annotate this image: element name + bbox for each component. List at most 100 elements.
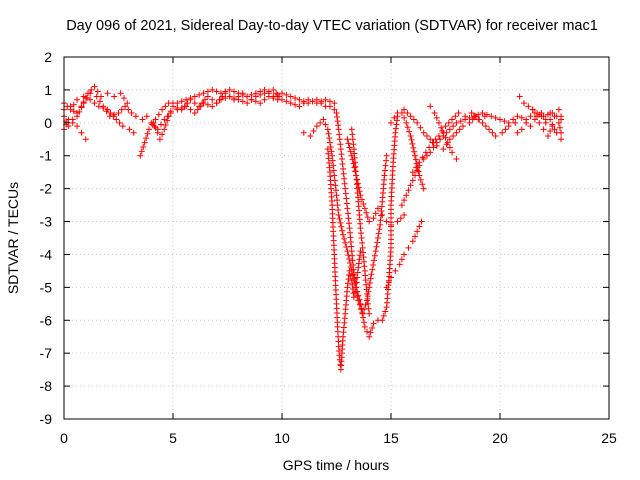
data-point [335, 122, 342, 129]
data-point [326, 135, 333, 142]
data-point [456, 126, 463, 133]
data-point [130, 129, 137, 136]
data-point [364, 295, 371, 302]
data-point [331, 100, 338, 107]
data-point [248, 96, 255, 103]
data-point [374, 239, 381, 246]
data-point [415, 168, 422, 175]
data-point [512, 119, 519, 126]
x-tick-label: 15 [383, 430, 399, 446]
data-point [283, 91, 290, 98]
data-point [156, 136, 163, 143]
data-point [394, 109, 401, 116]
data-point [486, 126, 493, 133]
data-point [416, 159, 423, 166]
data-point [143, 135, 150, 142]
data-point [401, 114, 408, 121]
data-point [423, 152, 430, 159]
data-point [244, 93, 251, 100]
data-point [184, 100, 191, 107]
data-point [398, 202, 405, 209]
data-point [366, 279, 373, 286]
data-point [375, 230, 382, 237]
data-point [110, 113, 117, 120]
data-point [187, 106, 194, 113]
data-point [331, 172, 338, 179]
data-point [466, 119, 473, 126]
data-point [336, 131, 343, 138]
data-point [244, 100, 251, 107]
data-point [124, 100, 131, 107]
data-point [98, 93, 105, 100]
data-point [91, 83, 98, 90]
data-point [196, 91, 203, 98]
data-point [370, 257, 377, 264]
data-point [204, 101, 211, 108]
data-point [317, 119, 324, 126]
data-point [449, 116, 456, 123]
data-point [457, 118, 464, 125]
data-point [518, 126, 525, 133]
data-point [74, 96, 81, 103]
data-point [414, 119, 421, 126]
data-point [80, 98, 87, 105]
data-point [403, 119, 410, 126]
data-point [213, 88, 220, 95]
data-point [502, 126, 509, 133]
data-point [226, 86, 233, 93]
data-point [407, 113, 414, 120]
data-point [376, 226, 383, 233]
data-point [468, 109, 475, 116]
data-point [287, 100, 294, 107]
data-point [427, 103, 434, 110]
data-point [433, 114, 440, 121]
data-point [296, 103, 303, 110]
data-point [88, 86, 95, 93]
data-point [374, 205, 381, 212]
data-point [344, 210, 351, 217]
data-point [356, 256, 363, 263]
data-point [350, 271, 357, 278]
data-point [70, 108, 77, 115]
data-point [365, 305, 372, 312]
data-point [261, 96, 268, 103]
data-point [544, 132, 551, 139]
data-point [132, 113, 139, 120]
data-point [409, 177, 416, 184]
data-point [367, 329, 374, 336]
data-point [453, 119, 460, 126]
y-tick-label: 0 [44, 115, 52, 131]
data-point [475, 116, 482, 123]
data-point [382, 162, 389, 169]
data-point [394, 218, 401, 225]
data-point [450, 132, 457, 139]
data-point [444, 139, 451, 146]
data-point [196, 103, 203, 110]
data-point [408, 136, 415, 143]
data-point [401, 211, 408, 218]
data-point [438, 124, 445, 131]
data-point [231, 88, 238, 95]
y-tick-label: 2 [44, 49, 52, 65]
data-point [322, 121, 329, 128]
data-point [556, 124, 563, 131]
data-point [96, 98, 103, 105]
data-point [181, 103, 188, 110]
data-point [431, 109, 438, 116]
data-point [296, 96, 303, 103]
data-point [219, 93, 226, 100]
data-point [366, 333, 373, 340]
y-tick-label: -9 [40, 411, 53, 427]
data-point [82, 136, 89, 143]
data-point [161, 126, 168, 133]
data-point [429, 139, 436, 146]
data-point [74, 123, 81, 130]
data-point [83, 95, 90, 102]
data-point [270, 86, 277, 93]
data-point [343, 200, 350, 207]
data-point [162, 122, 169, 129]
data-point [459, 123, 466, 130]
data-point [342, 190, 349, 197]
data-point [359, 310, 366, 317]
